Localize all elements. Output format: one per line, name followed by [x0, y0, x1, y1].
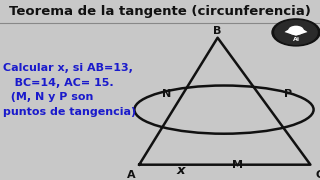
Circle shape	[275, 21, 317, 44]
Text: Teorema de la tangente (circunferencia): Teorema de la tangente (circunferencia)	[9, 5, 311, 18]
Text: Calcular x, si AB=13,
   BC=14, AC= 15.
  (M, N y P son
puntos de tangencia): Calcular x, si AB=13, BC=14, AC= 15. (M,…	[3, 63, 136, 117]
Text: B: B	[213, 26, 222, 35]
Text: N: N	[162, 89, 171, 99]
Text: A: A	[127, 170, 135, 180]
Text: P: P	[284, 89, 292, 99]
Text: C: C	[315, 170, 320, 180]
Text: x: x	[177, 164, 185, 177]
Wedge shape	[284, 28, 308, 36]
FancyBboxPatch shape	[0, 0, 320, 23]
Text: M: M	[232, 160, 243, 170]
Text: Ai: Ai	[292, 37, 300, 42]
Circle shape	[289, 26, 303, 34]
Circle shape	[272, 19, 320, 46]
